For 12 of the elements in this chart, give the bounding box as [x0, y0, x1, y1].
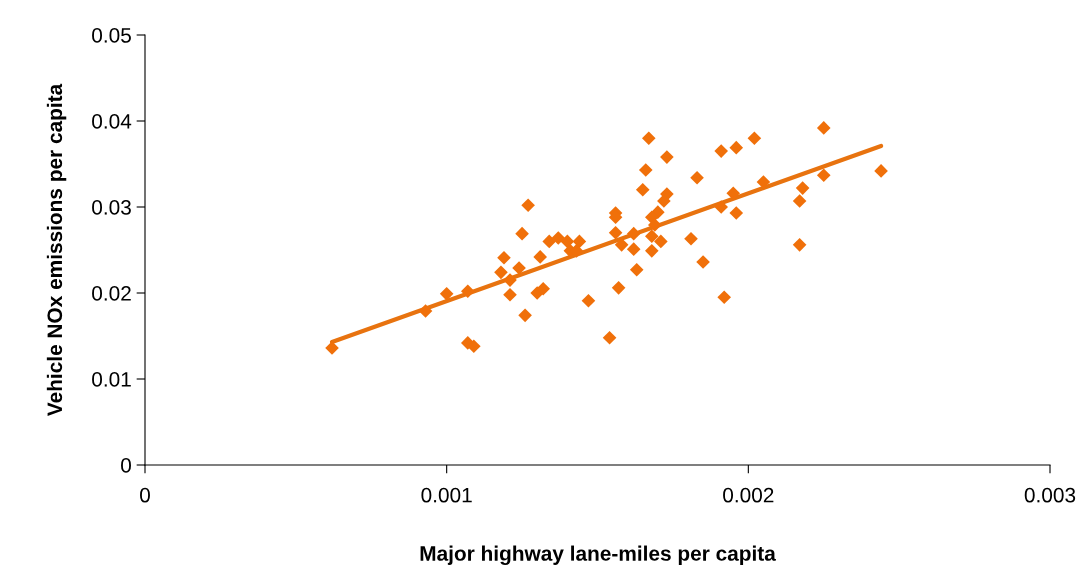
x-tick-label: 0.002	[723, 487, 774, 503]
y-tick-label: 0.02	[92, 286, 131, 301]
y-tick-label: 0.03	[92, 200, 131, 215]
y-tick-label: 0.05	[92, 28, 131, 43]
x-tick-label: 0.003	[1024, 487, 1076, 503]
x-tick-label: 0	[140, 487, 150, 503]
y-axis-title: Vehicle NOx emissions per capita	[46, 83, 67, 417]
y-tick-label: 0.04	[92, 114, 132, 129]
x-tick-label: 0.001	[421, 487, 472, 503]
y-tick-label: 0.01	[92, 372, 131, 387]
x-axis-title: Major highway lane-miles per capita	[420, 545, 776, 566]
y-tick-label: 0	[121, 458, 131, 473]
